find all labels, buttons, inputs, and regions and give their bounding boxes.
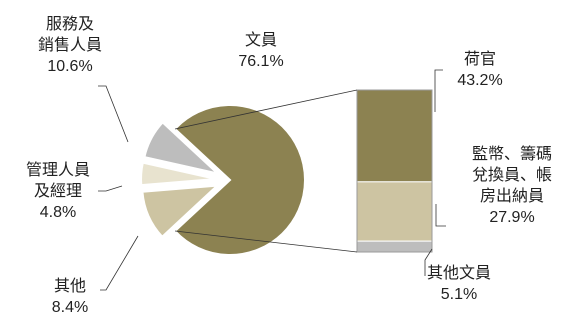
leader-line-cage-cashiers xyxy=(435,204,446,227)
data-label-value: 43.2% xyxy=(457,72,502,89)
pie-label-others: 其他 8.4% xyxy=(52,277,88,316)
data-label-text: 銷售人員 xyxy=(38,36,102,54)
leader-line-others xyxy=(100,235,139,291)
leader-line-croupiers xyxy=(434,69,443,112)
data-label-text: 及經理 xyxy=(34,182,82,200)
pie-slice-managers xyxy=(140,161,217,187)
data-label-text: 房出納員 xyxy=(480,187,544,205)
connector-line-top xyxy=(174,89,358,130)
pie-label-clerks: 文員 76.1% xyxy=(238,31,283,70)
data-label-text: 兌換員、帳 xyxy=(472,166,552,184)
bar-outline xyxy=(356,89,433,253)
bar-segment-croupiers xyxy=(356,89,433,183)
data-label-value: 10.6% xyxy=(47,58,92,75)
data-label-value: 4.8% xyxy=(40,204,76,221)
bar-label-other-clerks: 其他文員 5.1% xyxy=(427,264,491,303)
bar-segment-other-clerks xyxy=(356,240,433,253)
leader-line-managers xyxy=(98,185,123,192)
data-label-text: 其他文員 xyxy=(427,264,491,282)
pie-slice-clerks xyxy=(173,104,306,256)
connector-line-bottom xyxy=(174,230,358,253)
data-label-text: 服務及 xyxy=(46,15,94,33)
data-label-value: 27.9% xyxy=(489,209,534,226)
data-label-text: 荷官 xyxy=(464,50,496,68)
data-label-text: 其他 xyxy=(54,277,86,295)
leader-line-other-clerks xyxy=(424,248,433,276)
data-label-value: 5.1% xyxy=(441,286,477,303)
data-label-text: 監幣、籌碼 xyxy=(472,145,552,163)
data-label-text: 管理人員 xyxy=(26,161,90,179)
leader-line-service-sales xyxy=(98,85,129,143)
bar-segment-cage-cashiers xyxy=(356,181,433,242)
data-label-value: 8.4% xyxy=(52,299,88,316)
pie-slice-others xyxy=(143,121,221,176)
pie-slice-service-sales xyxy=(141,184,220,239)
data-label-value: 76.1% xyxy=(238,53,283,70)
data-label-text: 文員 xyxy=(245,31,277,49)
bar-label-croupiers: 荷官 43.2% xyxy=(457,50,502,89)
